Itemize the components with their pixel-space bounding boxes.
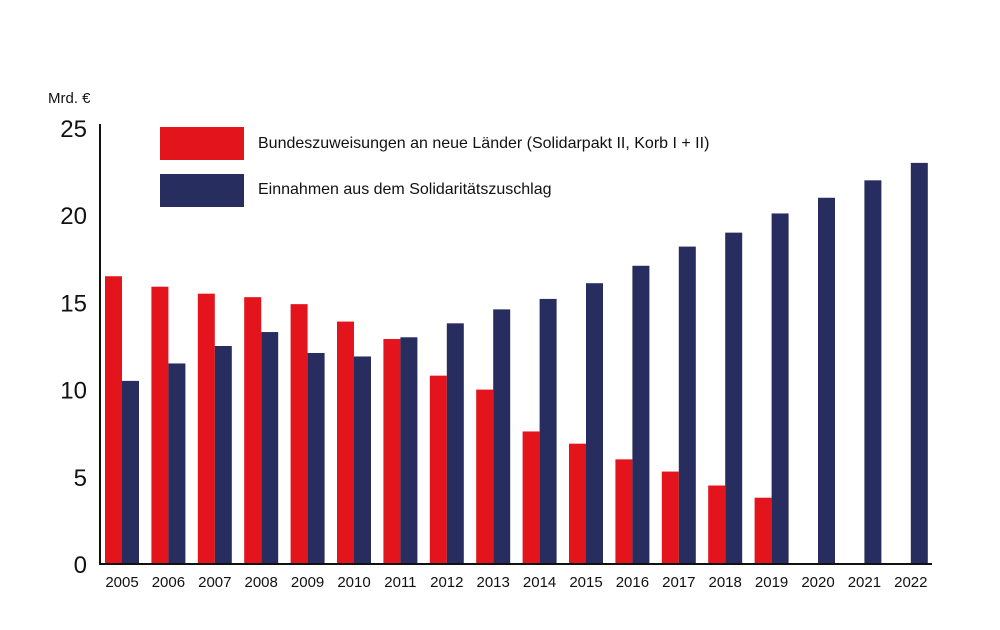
y-tick-label: 25 bbox=[60, 116, 87, 143]
legend-label-solidaritaetszuschlag: Einnahmen aus dem Solidaritätszuschlag bbox=[258, 181, 552, 198]
bar-solidaritaetszuschlag bbox=[168, 363, 186, 564]
bar-solidaritaetszuschlag bbox=[725, 232, 743, 564]
bars bbox=[105, 162, 928, 565]
bar-bundeszuweisungen bbox=[151, 286, 169, 564]
bar-solidaritaetszuschlag bbox=[446, 323, 464, 564]
x-tick-label: 2010 bbox=[337, 574, 370, 591]
y-axis-unit-label: Mrd. € bbox=[48, 90, 91, 107]
x-tick-label: 2017 bbox=[662, 574, 695, 591]
bar-solidaritaetszuschlag bbox=[214, 346, 232, 564]
y-tick-label: 0 bbox=[74, 552, 87, 579]
bar-bundeszuweisungen bbox=[244, 297, 262, 564]
bar-bundeszuweisungen bbox=[661, 471, 679, 564]
y-tick-label: 15 bbox=[60, 290, 87, 317]
bar-solidaritaetszuschlag bbox=[354, 356, 371, 564]
bar-solidaritaetszuschlag bbox=[771, 213, 789, 564]
bar-solidaritaetszuschlag bbox=[539, 298, 557, 564]
x-tick-label: 2007 bbox=[198, 574, 231, 591]
x-tick-label: 2011 bbox=[384, 574, 416, 591]
x-tick-label: 2016 bbox=[616, 574, 649, 591]
bar-bundeszuweisungen bbox=[476, 389, 494, 564]
bar-solidaritaetszuschlag bbox=[632, 265, 650, 564]
x-tick-label: 2019 bbox=[755, 574, 788, 591]
x-tick-label: 2020 bbox=[801, 574, 834, 591]
bar-bundeszuweisungen bbox=[708, 485, 726, 564]
bar-bundeszuweisungen bbox=[615, 459, 633, 564]
bar-bundeszuweisungen bbox=[337, 321, 354, 564]
legend-swatch-bundeszuweisungen bbox=[160, 127, 244, 160]
bar-solidaritaetszuschlag bbox=[493, 309, 511, 564]
x-tick-label: 2012 bbox=[430, 574, 463, 591]
bar-solidaritaetszuschlag bbox=[122, 380, 139, 564]
bar-solidaritaetszuschlag bbox=[864, 180, 882, 564]
legend-label-bundeszuweisungen: Bundeszuweisungen an neue Länder (Solida… bbox=[258, 135, 709, 152]
x-tick-label: 2008 bbox=[245, 574, 278, 591]
y-axis-ticks: 0 5 10 15 20 25 bbox=[60, 116, 87, 579]
x-tick-label: 2015 bbox=[569, 574, 602, 591]
bar-bundeszuweisungen bbox=[383, 339, 401, 564]
bar-solidaritaetszuschlag bbox=[261, 332, 279, 564]
y-tick-label: 5 bbox=[74, 465, 87, 492]
bar-bundeszuweisungen bbox=[197, 293, 215, 564]
x-tick-label: 2005 bbox=[105, 574, 138, 591]
legend: Bundeszuweisungen an neue Länder (Solida… bbox=[160, 127, 709, 207]
bar-bundeszuweisungen bbox=[105, 276, 122, 564]
x-tick-label: 2021 bbox=[848, 574, 881, 591]
bar-solidaritaetszuschlag bbox=[586, 283, 603, 564]
x-tick-label: 2018 bbox=[709, 574, 742, 591]
x-tick-label: 2014 bbox=[523, 574, 556, 591]
bar-bundeszuweisungen bbox=[754, 497, 772, 564]
x-tick-label: 2006 bbox=[152, 574, 185, 591]
x-tick-label: 2013 bbox=[477, 574, 510, 591]
bar-bundeszuweisungen bbox=[429, 375, 447, 564]
bar-solidaritaetszuschlag bbox=[818, 197, 835, 564]
bar-solidaritaetszuschlag bbox=[910, 162, 928, 564]
y-tick-label: 10 bbox=[60, 378, 87, 405]
y-tick-label: 20 bbox=[60, 203, 87, 230]
bar-bundeszuweisungen bbox=[522, 431, 540, 564]
bar-bundeszuweisungen bbox=[290, 304, 308, 564]
x-tick-label: 2009 bbox=[291, 574, 324, 591]
x-axis-labels: 2005 2006 2007 2008 2009 2010 2011 2012 2013 2014… bbox=[105, 574, 927, 591]
legend-swatch-solidaritaetszuschlag bbox=[160, 174, 244, 207]
bar-solidaritaetszuschlag bbox=[400, 337, 418, 564]
bar-bundeszuweisungen bbox=[569, 443, 586, 564]
bar-solidaritaetszuschlag bbox=[307, 352, 325, 564]
x-tick-label: 2022 bbox=[894, 574, 927, 591]
bar-solidaritaetszuschlag bbox=[678, 246, 696, 565]
